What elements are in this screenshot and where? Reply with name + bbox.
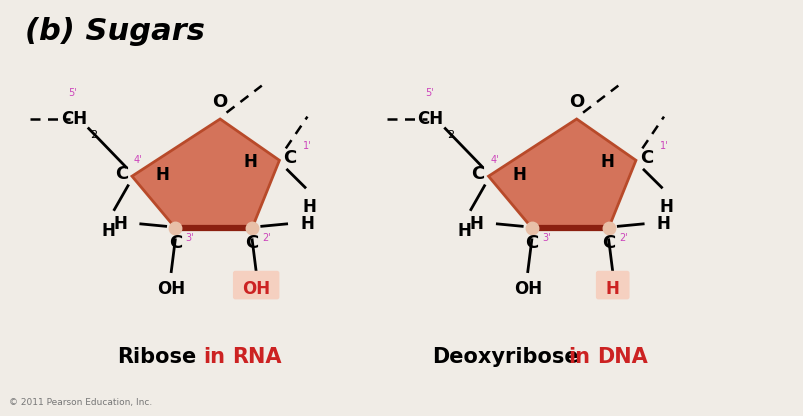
Text: C: C xyxy=(524,234,538,252)
Text: OH: OH xyxy=(513,280,541,297)
Text: H: H xyxy=(457,221,471,240)
Polygon shape xyxy=(488,119,635,228)
Text: DNA: DNA xyxy=(597,347,647,367)
Text: OH: OH xyxy=(242,280,270,297)
Text: C: C xyxy=(639,149,652,167)
Text: H: H xyxy=(512,166,525,183)
Text: C: C xyxy=(169,234,181,252)
Text: CH: CH xyxy=(417,110,443,128)
Text: O: O xyxy=(212,93,227,111)
FancyBboxPatch shape xyxy=(233,271,279,300)
Polygon shape xyxy=(132,119,279,228)
Text: 2: 2 xyxy=(446,130,454,140)
Text: C: C xyxy=(115,165,128,183)
Text: H: H xyxy=(155,166,169,183)
Text: C: C xyxy=(245,234,259,252)
Text: Ribose: Ribose xyxy=(117,347,197,367)
Text: RNA: RNA xyxy=(232,347,281,367)
Text: H: H xyxy=(113,215,127,233)
Text: OH: OH xyxy=(157,280,185,297)
Text: 4': 4' xyxy=(490,155,498,165)
Text: (b) Sugars: (b) Sugars xyxy=(26,17,205,46)
Text: 1': 1' xyxy=(303,141,312,151)
Text: in: in xyxy=(203,347,225,367)
Text: 2: 2 xyxy=(90,130,97,140)
Text: © 2011 Pearson Education, Inc.: © 2011 Pearson Education, Inc. xyxy=(10,398,153,407)
FancyBboxPatch shape xyxy=(595,271,629,300)
Text: C: C xyxy=(283,149,296,167)
Text: H: H xyxy=(656,215,670,233)
Text: 5': 5' xyxy=(68,88,77,98)
Text: 3': 3' xyxy=(185,233,194,243)
Text: H: H xyxy=(300,215,314,233)
Text: in: in xyxy=(568,347,590,367)
Text: H: H xyxy=(658,198,672,215)
Text: H: H xyxy=(599,153,613,171)
Text: Deoxyribose: Deoxyribose xyxy=(432,347,578,367)
Text: 5': 5' xyxy=(424,88,433,98)
Text: C: C xyxy=(601,234,614,252)
Text: H: H xyxy=(243,153,257,171)
Text: H: H xyxy=(303,198,316,215)
Text: 2': 2' xyxy=(618,233,627,243)
Text: H: H xyxy=(101,221,115,240)
Text: H: H xyxy=(605,280,619,297)
Text: C: C xyxy=(471,165,484,183)
Text: 3': 3' xyxy=(541,233,550,243)
Text: 4': 4' xyxy=(133,155,142,165)
Text: H: H xyxy=(469,215,483,233)
Text: CH: CH xyxy=(61,110,87,128)
Text: 2': 2' xyxy=(263,233,271,243)
Text: O: O xyxy=(569,93,584,111)
Text: 1': 1' xyxy=(659,141,668,151)
